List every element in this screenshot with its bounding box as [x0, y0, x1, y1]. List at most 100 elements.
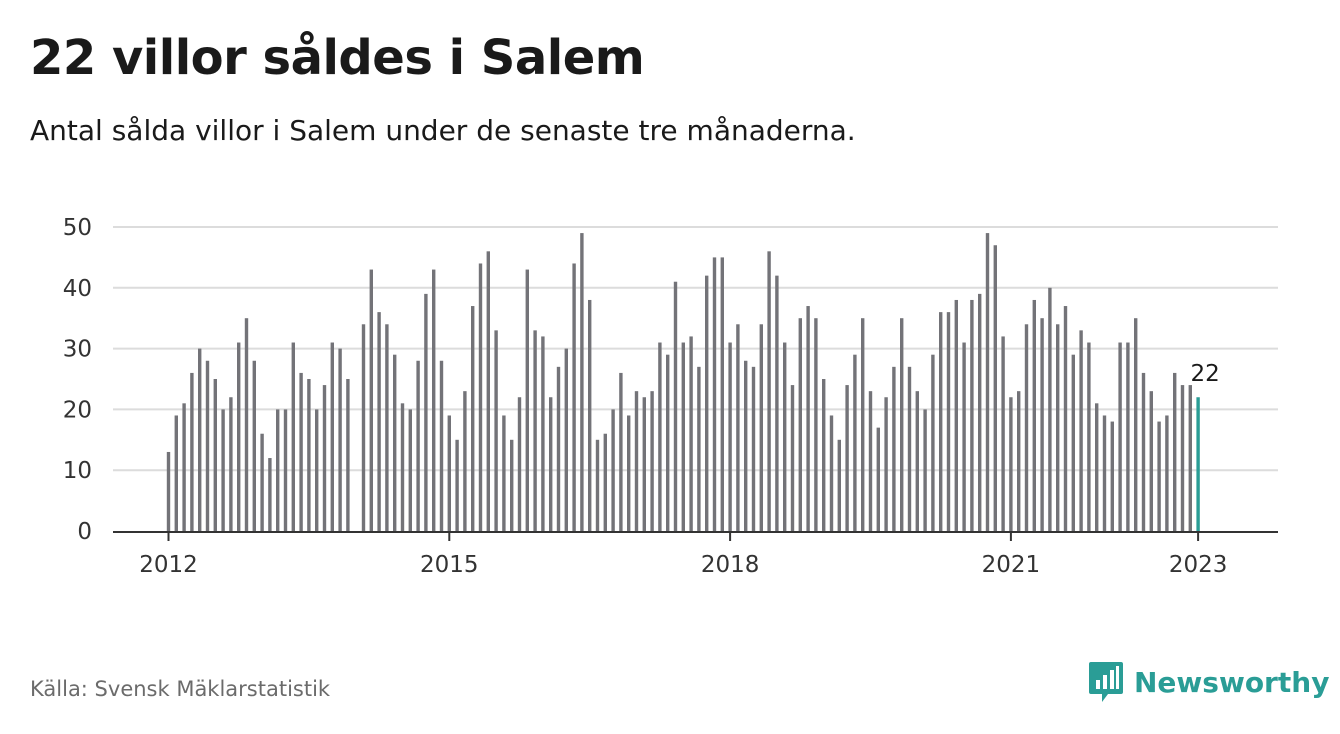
bar	[759, 324, 763, 531]
x-tick-label: 2023	[1169, 552, 1228, 578]
bar	[1071, 354, 1075, 531]
newsworthy-logo-icon	[1089, 662, 1123, 702]
bar	[689, 336, 693, 531]
bar	[229, 397, 233, 531]
bar	[931, 354, 935, 531]
bar	[642, 397, 646, 531]
bar	[806, 306, 810, 531]
bar	[775, 275, 779, 531]
bar	[728, 342, 732, 531]
bar	[978, 293, 982, 531]
bar	[1095, 403, 1099, 531]
bar	[650, 391, 654, 531]
bar	[681, 342, 685, 531]
bar	[393, 354, 397, 531]
bar	[1118, 342, 1122, 531]
bar-highlighted	[1196, 397, 1200, 531]
bar	[1180, 385, 1185, 531]
bar	[985, 233, 990, 531]
last-value-label: 22	[1190, 361, 1219, 387]
brand-logo: Newsworthy	[1088, 660, 1329, 704]
bar	[346, 379, 350, 531]
bar	[1024, 324, 1029, 531]
bar	[400, 403, 405, 531]
bar	[455, 439, 459, 531]
bar	[939, 312, 943, 531]
bar	[751, 366, 756, 531]
bar	[970, 299, 974, 531]
bar	[447, 415, 451, 531]
bar	[1149, 391, 1153, 531]
bar	[244, 318, 249, 531]
bar	[1157, 421, 1161, 531]
bar	[814, 318, 818, 531]
grid-layer	[113, 226, 1278, 472]
bar	[424, 293, 428, 531]
bar	[432, 269, 436, 531]
bar	[884, 397, 888, 531]
bar	[198, 348, 202, 531]
bar	[627, 415, 631, 531]
bar	[315, 409, 319, 531]
bar-layer	[166, 233, 1200, 532]
bar	[564, 348, 568, 531]
bar	[385, 324, 389, 531]
bar	[1134, 318, 1138, 531]
bar	[166, 451, 171, 531]
bar	[182, 403, 186, 531]
bar	[611, 409, 615, 531]
bar	[268, 458, 272, 531]
bar	[946, 312, 951, 531]
x-tick-label: 2021	[982, 552, 1041, 578]
bar	[190, 372, 194, 531]
bar	[486, 251, 490, 531]
bar	[174, 415, 178, 531]
bar	[377, 312, 381, 531]
bar	[291, 342, 295, 531]
x-tick-label: 2015	[420, 552, 479, 578]
bar	[595, 439, 600, 531]
bar	[541, 336, 545, 531]
bar	[790, 385, 795, 531]
bar	[572, 263, 576, 531]
bar	[673, 281, 678, 531]
bar	[658, 342, 662, 531]
bar	[1087, 342, 1091, 531]
bar	[993, 245, 997, 532]
bar	[408, 409, 412, 531]
bar	[712, 257, 717, 531]
bar	[907, 366, 912, 531]
y-tick-label: 30	[63, 337, 92, 363]
bar	[252, 360, 256, 531]
y-tick-label: 50	[63, 215, 92, 241]
bar	[619, 372, 623, 531]
bar	[556, 366, 561, 531]
bar	[634, 391, 639, 531]
bar	[471, 306, 475, 531]
bar	[962, 342, 966, 531]
bar	[416, 360, 420, 531]
bar	[876, 427, 880, 531]
bar	[525, 269, 529, 531]
bar	[603, 433, 607, 531]
bar-chart: 0 10 20 30 40 50 22 2012 2015 2018 2021 2023	[63, 215, 1278, 578]
bar	[705, 275, 709, 531]
bar	[502, 415, 506, 531]
bar	[736, 324, 740, 531]
bar	[720, 257, 724, 531]
bar	[478, 263, 483, 531]
bar	[954, 299, 958, 531]
bar	[1017, 391, 1021, 531]
y-tick-label: 0	[77, 519, 92, 545]
bar	[580, 233, 584, 531]
bar	[868, 391, 873, 531]
chart-title: 22 villor såldes i Salem	[30, 30, 645, 86]
bar	[533, 330, 537, 531]
y-tick-label: 20	[63, 397, 92, 423]
bar	[205, 360, 210, 531]
bar	[307, 379, 311, 531]
bar	[549, 397, 553, 531]
bar	[338, 348, 342, 531]
bar	[1173, 372, 1177, 531]
bar	[260, 433, 264, 531]
